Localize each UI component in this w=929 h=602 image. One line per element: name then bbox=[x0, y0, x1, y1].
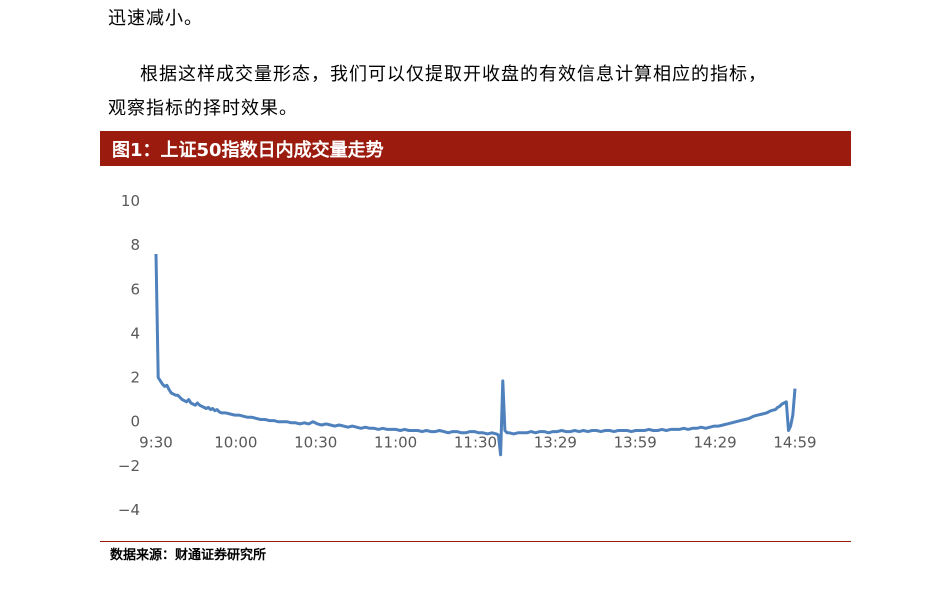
x-tick-label: 14:59 bbox=[773, 434, 816, 452]
intro-text-line3: 观察指标的择时效果。 bbox=[108, 98, 298, 119]
x-tick-label: 10:00 bbox=[214, 434, 257, 452]
figure-banner: 图1：上证50指数日内成交量走势 bbox=[100, 131, 851, 166]
volume-line-chart: −4 −2 0 2 4 6 8 10 9:30 10:00 10:30 11:00 11:30 13:2… bbox=[118, 192, 817, 519]
y-tick-label: −4 bbox=[118, 501, 140, 519]
series-lines bbox=[154, 253, 797, 457]
x-tick-label: 11:00 bbox=[374, 434, 417, 452]
x-tick-label: 10:30 bbox=[294, 434, 337, 452]
source-divider bbox=[100, 541, 851, 542]
figure-title: 图1：上证50指数日内成交量走势 bbox=[112, 140, 384, 161]
y-tick-label: 2 bbox=[130, 369, 140, 387]
y-axis: −4 −2 0 2 4 6 8 10 bbox=[118, 192, 140, 519]
x-tick-label: 13:59 bbox=[614, 434, 657, 452]
intro-text-line1: 迅速减小。 bbox=[108, 8, 203, 29]
intro-text-line2: 根据这样成交量形态，我们可以仅提取开收盘的有效信息计算相应的指标， bbox=[140, 64, 767, 85]
x-tick-label: 9:30 bbox=[139, 434, 173, 452]
data-source: 数据来源：财通证券研究所 bbox=[110, 548, 267, 563]
x-tick-label: 11:30 bbox=[454, 434, 497, 452]
y-tick-label: 10 bbox=[121, 192, 140, 210]
y-tick-label: 0 bbox=[130, 413, 140, 431]
y-tick-label: −2 bbox=[118, 457, 140, 475]
x-axis: 9:30 10:00 10:30 11:00 11:30 13:29 13:59 14:29 1… bbox=[139, 434, 816, 452]
x-tick-label: 14:29 bbox=[694, 434, 737, 452]
y-tick-label: 8 bbox=[130, 236, 140, 254]
y-tick-label: 6 bbox=[130, 280, 140, 298]
y-tick-label: 4 bbox=[130, 324, 140, 342]
x-tick-label: 13:29 bbox=[534, 434, 577, 452]
volume-series-line bbox=[154, 253, 797, 457]
